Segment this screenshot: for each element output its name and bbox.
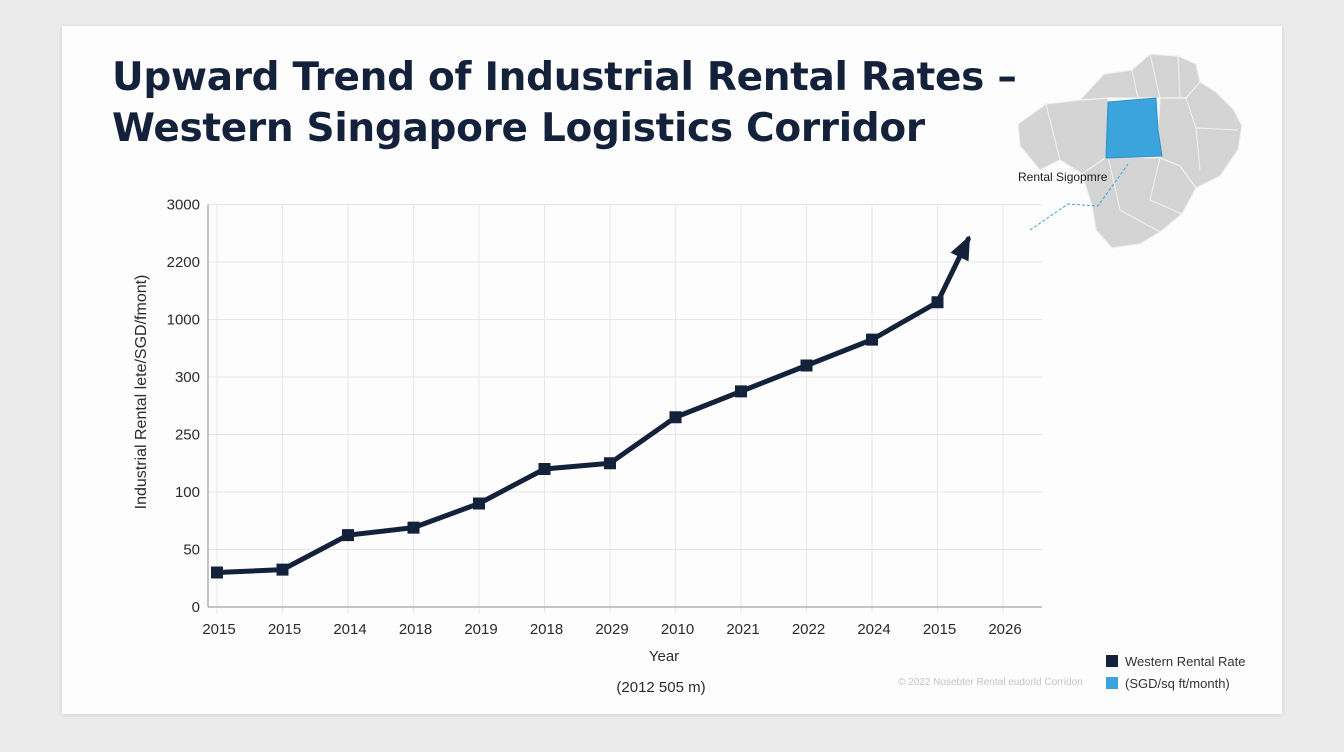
legend-label-units: (SGD/sq ft/month) <box>1125 675 1230 691</box>
x-tick-label: 2015 <box>268 621 301 638</box>
y-tick-label: 250 <box>175 427 200 444</box>
x-axis-sublabel: (2012 505 m) <box>616 679 705 696</box>
footnote: © 2022 Nosebter Rental eudorld Corridon <box>898 677 1083 688</box>
data-point-marker <box>342 529 354 542</box>
data-point-marker <box>473 497 485 510</box>
x-tick-label: 2019 <box>464 621 497 638</box>
x-tick-label: 2024 <box>857 621 890 638</box>
x-tick-label: 2029 <box>595 621 628 638</box>
chart-title: Upward Trend of Industrial Rental Rates … <box>112 52 1017 154</box>
y-tick-label: 2200 <box>167 254 200 271</box>
data-point-marker <box>669 411 682 424</box>
data-point-marker <box>931 296 944 309</box>
legend-swatch-rental-rate <box>1106 655 1118 667</box>
data-point-marker <box>800 359 813 372</box>
chart-title-line-1: Upward Trend of Industrial Rental Rates … <box>112 55 1017 100</box>
series-line-western-rental-rate <box>214 236 971 575</box>
legend-swatch-units <box>1106 677 1118 689</box>
x-axis-label: Year <box>649 648 679 665</box>
x-tick-label: 2021 <box>726 621 759 638</box>
series-arrowhead <box>950 235 971 262</box>
x-tick-label: 2010 <box>661 621 694 638</box>
legend: Western Rental Rate (SGD/sq ft/month) <box>1106 650 1245 694</box>
chart-axes <box>207 204 1042 608</box>
legend-item-rental-rate: Western Rental Rate <box>1106 650 1245 672</box>
data-point-marker <box>866 333 878 346</box>
data-point-marker <box>538 463 551 475</box>
data-point-marker <box>276 563 289 576</box>
y-tick-label: 100 <box>175 484 200 501</box>
map-district-lines <box>1045 53 1239 233</box>
data-point-marker <box>604 457 616 470</box>
singapore-map <box>1017 53 1243 249</box>
map-region-west <box>1017 97 1109 175</box>
map-label: Rental Sigopmre <box>1018 170 1108 184</box>
data-point-marker <box>407 521 420 534</box>
y-tick-label: 3000 <box>167 197 200 214</box>
x-tick-label: 2015 <box>202 621 235 638</box>
map-highlight-region <box>1105 97 1163 159</box>
x-tick-label: 2018 <box>399 621 432 638</box>
legend-label-rental-rate: Western Rental Rate <box>1125 653 1246 669</box>
y-tick-label: 1000 <box>167 312 200 329</box>
chart-title-line-2: Western Singapore Logistics Corridor <box>112 106 925 151</box>
x-tick-label: 2026 <box>988 621 1021 638</box>
y-axis-label: Industrial Rental lete/SGD/fmont) <box>133 275 150 510</box>
chart-tick-labels: 0 50 100 250 300 1000 2200 3000 2015 2015 2014 2018… <box>167 197 1022 639</box>
y-tick-label: 0 <box>192 599 200 616</box>
x-tick-label: 2014 <box>333 621 366 638</box>
data-point-marker <box>211 566 223 579</box>
data-point-marker <box>735 385 747 398</box>
x-tick-label: 2022 <box>792 621 825 638</box>
legend-item-units: (SGD/sq ft/month) <box>1106 672 1245 694</box>
x-tick-label: 2015 <box>923 621 956 638</box>
map-callout-line <box>1029 163 1129 231</box>
map-region-north <box>1078 53 1201 101</box>
y-tick-label: 50 <box>183 542 200 559</box>
chart-series <box>211 235 971 579</box>
chart-grid <box>208 204 1042 613</box>
y-tick-label: 300 <box>175 369 200 386</box>
map-region-south <box>1081 155 1197 249</box>
x-tick-label: 2018 <box>530 621 563 638</box>
